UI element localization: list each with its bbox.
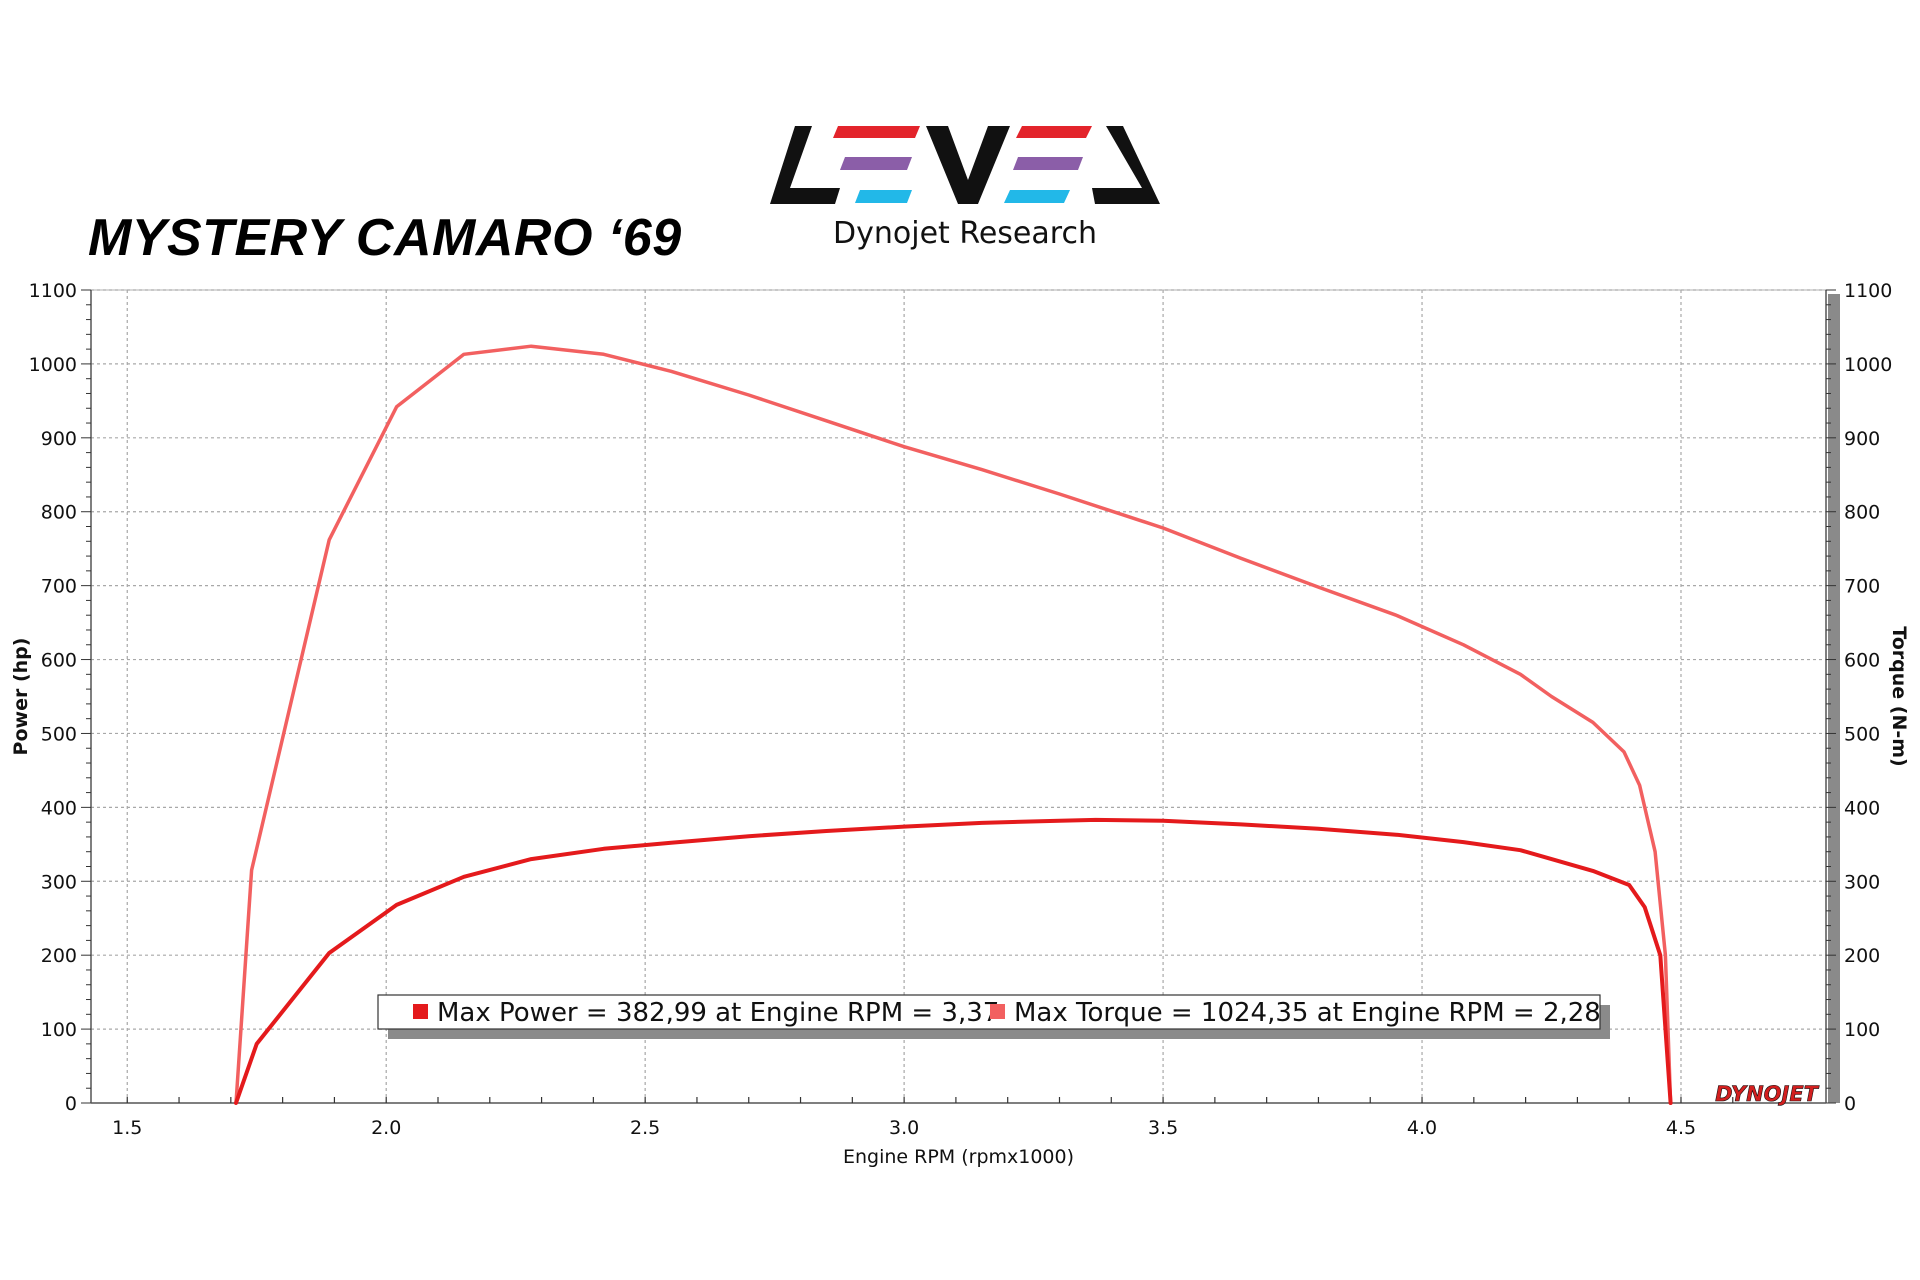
x-tick-label: 4.0: [1407, 1117, 1437, 1139]
logo-v: [926, 126, 1010, 204]
y-left-tick-label: 200: [41, 945, 77, 967]
x-tick-label: 4.5: [1666, 1117, 1696, 1139]
y-left-tick-label: 800: [41, 502, 77, 524]
logo-stripe-blue-2: [1004, 190, 1070, 203]
dynojet-watermark: DYNOJET: [1715, 1082, 1820, 1106]
y-right-tick-label: 0: [1844, 1093, 1856, 1115]
y-right-tick-label: 1100: [1844, 280, 1892, 302]
y-right-tick-label: 900: [1844, 428, 1880, 450]
logo-stripe-red-2: [1016, 126, 1092, 138]
y-left-tick-label: 900: [41, 428, 77, 450]
legend-swatch: [413, 1004, 428, 1019]
x-tick-label: 1.5: [112, 1117, 142, 1139]
page-title: MYSTERY CAMARO ‘69: [88, 209, 682, 267]
logo-subtitle: Dynojet Research: [833, 216, 1097, 251]
y-left-tick-label: 100: [41, 1019, 77, 1041]
logo-mark: LEVEL: [770, 126, 1160, 204]
y-right-tick-label: 200: [1844, 945, 1880, 967]
y-left-tick-label: 300: [41, 871, 77, 893]
power-curve: [234, 817, 1673, 1105]
logo-bracket-right: [1092, 126, 1160, 204]
y-left-tick-label: 700: [41, 576, 77, 598]
y-right-tick-label: 500: [1844, 723, 1880, 745]
plot-frame: [90, 289, 1827, 1104]
y-right-tick-label: 700: [1844, 576, 1880, 598]
logo-stripe-blue-1: [855, 190, 912, 203]
y-right-tick-label: 400: [1844, 797, 1880, 819]
legend-swatch: [990, 1004, 1005, 1019]
legend: Max Power = 382,99 at Engine RPM = 3,37 M…: [377, 994, 1601, 1030]
y-left-tick-label: 500: [41, 723, 77, 745]
legend-label: Max Torque = 1024,35 at Engine RPM = 2,2…: [1014, 998, 1601, 1028]
logo-stripe-red-1: [833, 126, 920, 138]
y-right-tick-label: 800: [1844, 502, 1880, 524]
y-right-tick-label: 1000: [1844, 354, 1892, 376]
logo-stripe-purple-2: [1013, 157, 1083, 170]
x-tick-label: 3.0: [889, 1117, 919, 1139]
y-right-tick-label: 100: [1844, 1019, 1880, 1041]
legend-box: [377, 994, 1601, 1030]
y-left-tick-label: 600: [41, 650, 77, 672]
logo-bracket-left: [770, 126, 840, 204]
y-left-tick-label: 1100: [29, 280, 77, 302]
x-tick-label: 2.5: [630, 1117, 660, 1139]
y-left-tick-label: 1000: [29, 354, 77, 376]
y-left-tick-label: 400: [41, 797, 77, 819]
x-axis-label: Engine RPM (rpmx1000): [843, 1146, 1074, 1168]
y-axis-label-left: Power (hp): [10, 638, 32, 756]
legend-label: Max Power = 382,99 at Engine RPM = 3,37: [437, 998, 999, 1028]
logo-stripe-purple-1: [840, 157, 912, 170]
y-right-tick-label: 300: [1844, 871, 1880, 893]
x-tick-label: 3.5: [1148, 1117, 1178, 1139]
right-axis-bar: [1828, 294, 1840, 1103]
y-left-tick-label: 0: [65, 1093, 77, 1115]
torque-curve: [234, 344, 1673, 1105]
y-axis-label-right: Torque (N-m): [1888, 626, 1910, 766]
x-tick-label: 2.0: [371, 1117, 401, 1139]
y-right-tick-label: 600: [1844, 650, 1880, 672]
